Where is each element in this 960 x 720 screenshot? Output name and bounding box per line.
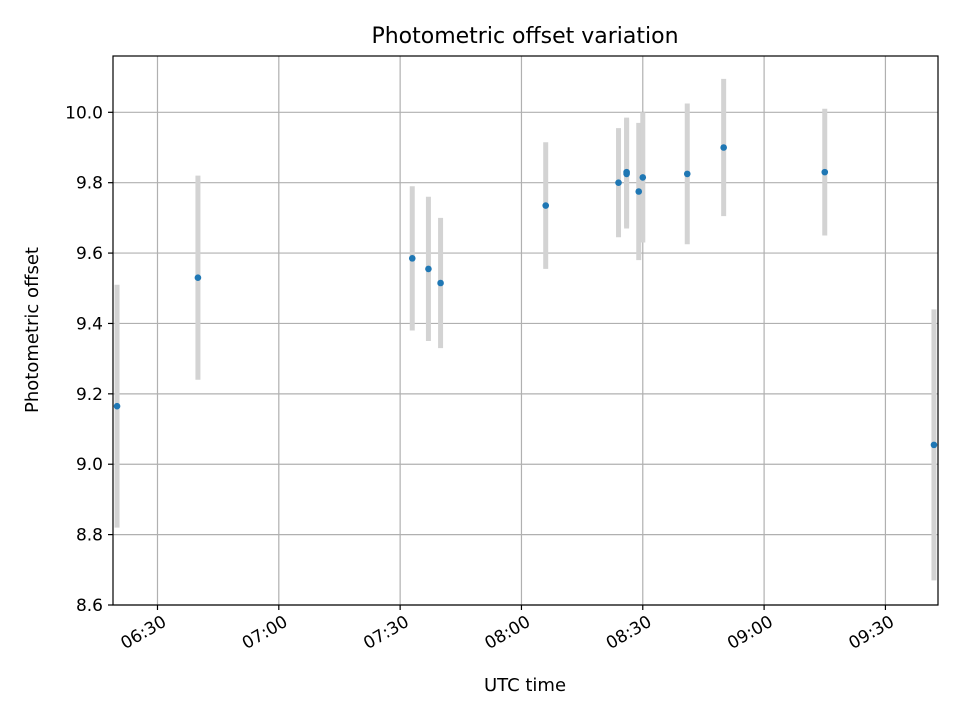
y-tick-label: 10.0 bbox=[65, 103, 103, 123]
data-point bbox=[821, 168, 829, 176]
x-tick-label: 09:00 bbox=[724, 612, 776, 654]
y-tick-label: 8.8 bbox=[76, 526, 103, 546]
data-point bbox=[113, 402, 121, 410]
y-axis-title: Photometric offset bbox=[22, 247, 43, 413]
grid-layer bbox=[113, 56, 938, 606]
data-point bbox=[930, 441, 938, 449]
x-tick-label: 07:30 bbox=[360, 612, 412, 654]
x-axis-title: UTC time bbox=[484, 675, 566, 696]
y-tick-label: 8.6 bbox=[76, 596, 103, 616]
data-point bbox=[623, 168, 630, 176]
x-tick-label: 08:00 bbox=[482, 612, 534, 654]
data-point bbox=[437, 279, 444, 287]
y-tick-label: 9.4 bbox=[76, 314, 103, 334]
x-tick-label: 06:30 bbox=[118, 612, 170, 654]
y-axis-ticks: 8.6 8.8 9.0 9.2 9.4 9.6 9.8 10.0 bbox=[65, 103, 113, 616]
y-tick-label: 9.6 bbox=[76, 244, 103, 264]
errorbar-layer bbox=[114, 78, 937, 581]
x-tick-label: 08:30 bbox=[603, 612, 655, 654]
data-point bbox=[635, 188, 643, 195]
y-tick-label: 9.0 bbox=[76, 455, 103, 475]
data-point bbox=[194, 274, 202, 282]
x-tick-label: 07:00 bbox=[239, 612, 291, 654]
x-tick-label: 09:30 bbox=[845, 612, 897, 654]
data-point bbox=[639, 174, 647, 181]
data-point bbox=[615, 179, 622, 186]
y-tick-label: 9.2 bbox=[76, 385, 103, 405]
data-point bbox=[408, 255, 416, 262]
data-point bbox=[683, 170, 691, 178]
plot-frame bbox=[112, 55, 939, 606]
point-layer bbox=[113, 144, 938, 449]
x-axis-ticks: 06:30 07:00 07:30 08:00 08:30 09:00 09:30 bbox=[118, 605, 898, 654]
data-point bbox=[542, 202, 550, 209]
chart-title: Photometric offset variation bbox=[371, 24, 678, 49]
y-tick-label: 9.8 bbox=[76, 174, 103, 194]
data-point bbox=[720, 144, 727, 151]
data-point bbox=[425, 265, 432, 273]
